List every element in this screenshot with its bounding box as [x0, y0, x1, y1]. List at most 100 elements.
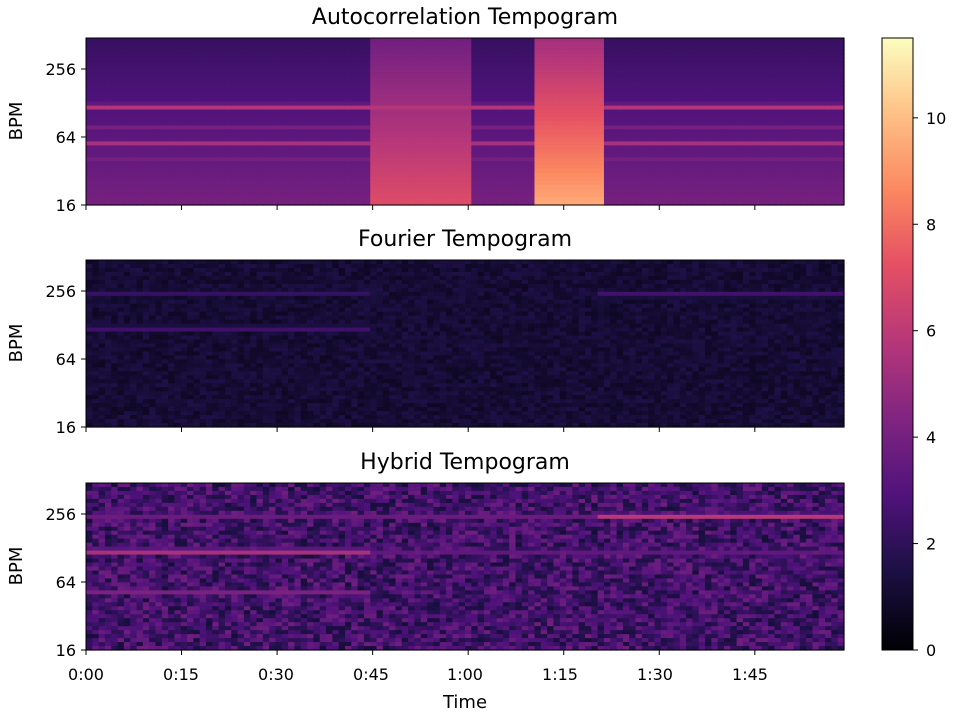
- heatmap-cell: [831, 129, 839, 135]
- heatmap-cell: [180, 73, 188, 79]
- heatmap-cell: [831, 81, 839, 87]
- heatmap-cell: [585, 49, 592, 55]
- heatmap-cell: [825, 61, 832, 67]
- heatmap-cell: [780, 81, 788, 87]
- heatmap-cell: [382, 105, 390, 111]
- heatmap-cell: [401, 93, 409, 99]
- heatmap-cell: [168, 105, 176, 111]
- heatmap-cell: [667, 53, 675, 59]
- heatmap-cell: [92, 57, 100, 63]
- heatmap-cell: [218, 141, 226, 146]
- heatmap-cell: [288, 93, 296, 99]
- heatmap-cell: [812, 97, 820, 103]
- heatmap-cell: [673, 193, 681, 198]
- heatmap-cell: [269, 73, 277, 79]
- heatmap-cell: [654, 109, 662, 115]
- heatmap-cell: [376, 45, 384, 51]
- heatmap-cell: [477, 101, 485, 107]
- heatmap-cell: [237, 153, 245, 158]
- heatmap-cell: [319, 69, 327, 75]
- heatmap-cell: [761, 41, 769, 47]
- heatmap-cell: [465, 97, 472, 103]
- heatmap-cell: [812, 121, 820, 127]
- heatmap-cell: [401, 73, 409, 79]
- heatmap-cell: [711, 193, 719, 198]
- heatmap-cell: [199, 113, 207, 119]
- heatmap-cell: [123, 169, 131, 174]
- heatmap-cell: [490, 157, 498, 162]
- heatmap-cell: [187, 101, 194, 107]
- heatmap-cell: [104, 189, 112, 194]
- heatmap-cell: [755, 73, 763, 79]
- heatmap-cell: [231, 165, 239, 170]
- heatmap-cell: [490, 129, 498, 135]
- heatmap-cell: [559, 45, 567, 51]
- heatmap-cell: [711, 105, 719, 111]
- heatmap-cell: [338, 137, 346, 142]
- heatmap-cell: [370, 181, 378, 186]
- heatmap-cell: [812, 81, 820, 87]
- heatmap-cell: [420, 133, 428, 139]
- heatmap-cell: [610, 49, 618, 55]
- heatmap-cell: [98, 97, 106, 103]
- heatmap-cell: [395, 101, 403, 107]
- heatmap-cell: [414, 129, 422, 135]
- heatmap-cell: [723, 185, 731, 190]
- heatmap-cell: [294, 145, 302, 150]
- heatmap-cell: [389, 193, 397, 198]
- heatmap-cell: [730, 81, 738, 87]
- heatmap-cell: [616, 169, 624, 174]
- heatmap-cell: [224, 149, 232, 154]
- heatmap-cell: [723, 169, 731, 174]
- heatmap-cell: [269, 109, 277, 115]
- heatmap-cell: [269, 185, 277, 190]
- heatmap-cell: [294, 73, 302, 79]
- heatmap-cell: [717, 38, 725, 43]
- heatmap-cell: [585, 201, 592, 206]
- heatmap-cell: [477, 157, 485, 162]
- heatmap-cell: [224, 161, 232, 166]
- heatmap-cell: [136, 45, 144, 51]
- heatmap-cell: [622, 185, 630, 190]
- heatmap-cell: [224, 197, 232, 202]
- heatmap-cell: [256, 137, 264, 142]
- heatmap-cell: [86, 141, 93, 146]
- heatmap-cell: [730, 161, 738, 166]
- heatmap-cell: [168, 41, 176, 47]
- heatmap-cell: [521, 129, 529, 135]
- heatmap-cell: [206, 161, 213, 166]
- heatmap-cell: [420, 49, 428, 55]
- heatmap-cell: [401, 125, 409, 131]
- heatmap-cell: [288, 189, 296, 194]
- heatmap-cell: [149, 145, 157, 150]
- heatmap-cell: [111, 97, 119, 103]
- heatmap-cell: [566, 77, 573, 83]
- heatmap-cell: [761, 61, 769, 67]
- heatmap-cell: [187, 121, 194, 127]
- heatmap-cell: [566, 193, 573, 198]
- heatmap-cell: [730, 41, 738, 47]
- heatmap-cell: [307, 165, 314, 170]
- heatmap-cell: [818, 165, 826, 170]
- heatmap-cell: [547, 77, 555, 83]
- heatmap-cell: [465, 185, 472, 190]
- heatmap-cell: [370, 193, 378, 198]
- heatmap-cell: [717, 57, 725, 63]
- heatmap-cell: [572, 173, 580, 178]
- heatmap-cell: [578, 149, 586, 154]
- heatmap-cell: [471, 117, 479, 123]
- heatmap-cell: [471, 193, 479, 198]
- heatmap-cell: [395, 169, 403, 174]
- heatmap-cell: [629, 65, 637, 71]
- heatmap-cell: [243, 109, 251, 115]
- heatmap-cell: [465, 49, 472, 55]
- heatmap-cell: [768, 65, 776, 71]
- heatmap-cell: [326, 85, 333, 91]
- heatmap-cell: [414, 177, 422, 182]
- heatmap-cell: [218, 181, 226, 186]
- heatmap-cell: [547, 41, 555, 47]
- heatmap-cell: [723, 177, 731, 182]
- heatmap-cell: [679, 133, 687, 139]
- heatmap-cell: [275, 177, 283, 182]
- heatmap-cell: [262, 141, 270, 146]
